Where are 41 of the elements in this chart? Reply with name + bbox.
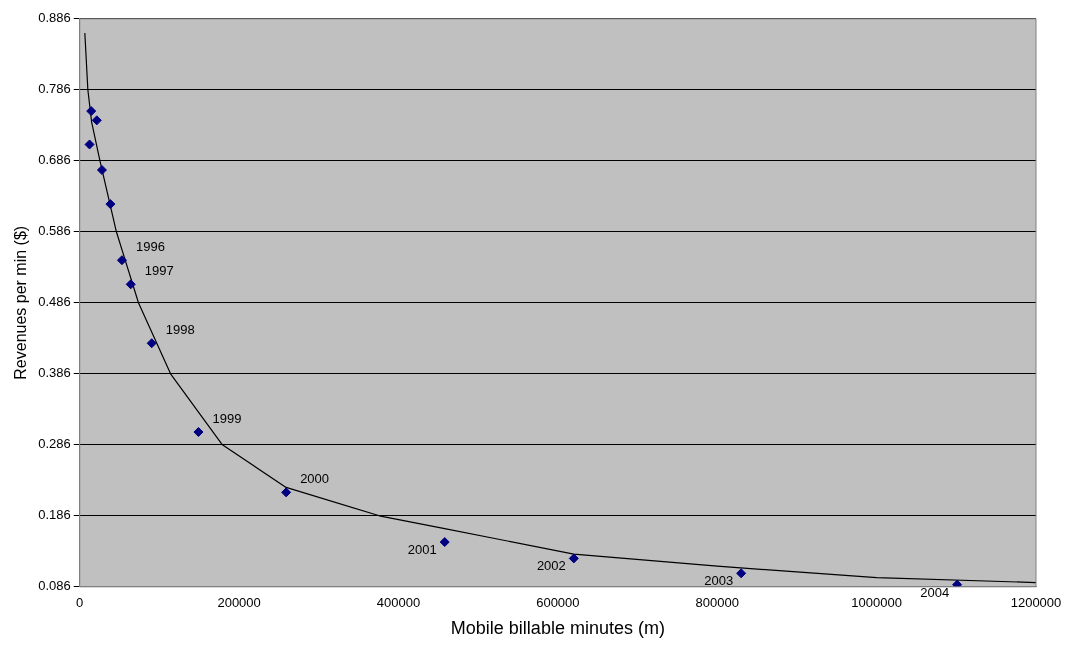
annotation: 1996 bbox=[135, 239, 165, 255]
y-tick-label: 0.586 bbox=[38, 223, 71, 239]
point bbox=[116, 255, 127, 266]
point bbox=[568, 553, 579, 564]
annotation: 2002 bbox=[536, 558, 566, 574]
y-tick-label: 0.886 bbox=[38, 10, 71, 26]
x-tick-label: 1000000 bbox=[851, 595, 902, 611]
point bbox=[952, 579, 963, 587]
annotation: 1997 bbox=[144, 263, 174, 279]
y-tick-label: 0.286 bbox=[38, 436, 71, 452]
point bbox=[125, 279, 136, 290]
annotation: 2004 bbox=[920, 584, 950, 600]
annotation: 2001 bbox=[407, 542, 437, 558]
x-axis-title: Mobile billable minutes (m) bbox=[450, 618, 665, 639]
y-tick-label: 0.386 bbox=[38, 365, 71, 381]
annotation: 1999 bbox=[212, 411, 242, 427]
y-tick-label: 0.086 bbox=[38, 578, 71, 594]
point bbox=[193, 427, 204, 438]
y-tick-label: 0.186 bbox=[38, 507, 71, 523]
annotation: 1998 bbox=[165, 322, 195, 338]
y-tick-label: 0.786 bbox=[38, 81, 71, 97]
x-tick-label: 0 bbox=[76, 595, 84, 611]
point bbox=[736, 568, 747, 579]
annotation: 2000 bbox=[300, 471, 330, 487]
point bbox=[281, 487, 292, 498]
point bbox=[96, 165, 107, 176]
y-tick-label: 0.686 bbox=[38, 152, 71, 168]
x-tick-label: 800000 bbox=[695, 595, 739, 611]
x-tick-label: 600000 bbox=[536, 595, 580, 611]
point bbox=[91, 115, 102, 126]
x-tick-label: 1200000 bbox=[1010, 595, 1062, 611]
x-tick-label: 400000 bbox=[376, 595, 421, 611]
point bbox=[84, 139, 95, 150]
point bbox=[439, 537, 450, 548]
x-tick-label: 200000 bbox=[217, 595, 261, 611]
point bbox=[105, 199, 116, 210]
annotation: 2003 bbox=[704, 573, 734, 589]
y-axis-title: Revenues per min ($) bbox=[12, 225, 30, 380]
point bbox=[146, 338, 157, 349]
point bbox=[86, 106, 97, 117]
y-tick-label: 0.486 bbox=[38, 294, 71, 310]
